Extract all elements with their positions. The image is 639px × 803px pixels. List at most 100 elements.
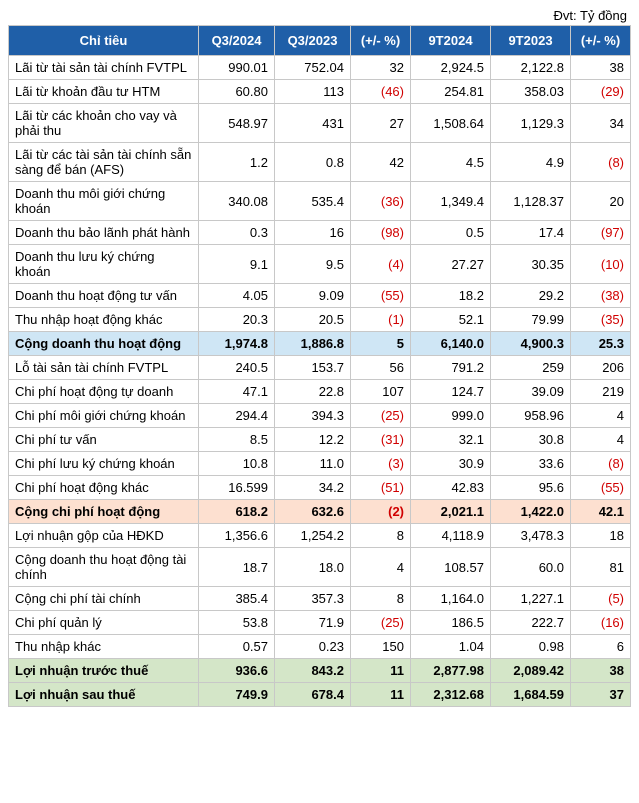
cell-value: (46) [351,80,411,104]
cell-value: 53.8 [199,611,275,635]
cell-value: 71.9 [275,611,351,635]
cell-value: (4) [351,245,411,284]
table-row: Thu nhập hoạt động khác20.320.5(1)52.179… [9,308,631,332]
cell-value: 0.23 [275,635,351,659]
cell-value: 1,508.64 [411,104,491,143]
table-row: Cộng doanh thu hoạt động1,974.81,886.856… [9,332,631,356]
table-row: Cộng doanh thu hoạt động tài chính18.718… [9,548,631,587]
cell-value: 0.8 [275,143,351,182]
table-row: Lỗ tài sản tài chính FVTPL240.5153.75679… [9,356,631,380]
cell-value: 42.83 [411,476,491,500]
cell-value: 5 [351,332,411,356]
cell-value: 749.9 [199,683,275,707]
row-label: Lãi từ các khoản cho vay và phải thu [9,104,199,143]
row-label: Doanh thu lưu ký chứng khoán [9,245,199,284]
cell-value: 42 [351,143,411,182]
cell-value: 1,128.37 [491,182,571,221]
cell-value: 752.04 [275,56,351,80]
cell-value: 1,227.1 [491,587,571,611]
cell-value: 17.4 [491,221,571,245]
cell-value: 999.0 [411,404,491,428]
cell-value: (2) [351,500,411,524]
row-label: Doanh thu môi giới chứng khoán [9,182,199,221]
cell-value: 1,349.4 [411,182,491,221]
cell-value: 34 [571,104,631,143]
cell-value: (97) [571,221,631,245]
cell-value: 9.09 [275,284,351,308]
table-row: Chi phí hoạt động tự doanh47.122.8107124… [9,380,631,404]
header-row: Chỉ tiêu Q3/2024 Q3/2023 (+/- %) 9T2024 … [9,26,631,56]
cell-value: 33.6 [491,452,571,476]
cell-value: 22.8 [275,380,351,404]
cell-value: 0.3 [199,221,275,245]
cell-value: 843.2 [275,659,351,683]
cell-value: 936.6 [199,659,275,683]
cell-value: 4 [571,404,631,428]
table-row: Cộng chi phí hoạt động618.2632.6(2)2,021… [9,500,631,524]
cell-value: 791.2 [411,356,491,380]
cell-value: 11 [351,659,411,683]
cell-value: 222.7 [491,611,571,635]
cell-value: 358.03 [491,80,571,104]
table-row: Lợi nhuận trước thuế936.6843.2112,877.98… [9,659,631,683]
table-row: Chi phí quản lý53.871.9(25)186.5222.7(16… [9,611,631,635]
cell-value: (25) [351,404,411,428]
cell-value: (8) [571,452,631,476]
col-header: (+/- %) [571,26,631,56]
cell-value: 27 [351,104,411,143]
table-row: Lãi từ các khoản cho vay và phải thu548.… [9,104,631,143]
cell-value: (3) [351,452,411,476]
cell-value: 1.2 [199,143,275,182]
cell-value: 254.81 [411,80,491,104]
cell-value: 20.3 [199,308,275,332]
row-label: Lãi từ tài sản tài chính FVTPL [9,56,199,80]
cell-value: 219 [571,380,631,404]
col-header: Chỉ tiêu [9,26,199,56]
cell-value: 548.97 [199,104,275,143]
row-label: Doanh thu bảo lãnh phát hành [9,221,199,245]
cell-value: 20 [571,182,631,221]
cell-value: 107 [351,380,411,404]
cell-value: 37 [571,683,631,707]
cell-value: 1,684.59 [491,683,571,707]
cell-value: (16) [571,611,631,635]
cell-value: (5) [571,587,631,611]
cell-value: 30.9 [411,452,491,476]
row-label: Chi phí lưu ký chứng khoán [9,452,199,476]
cell-value: 1,129.3 [491,104,571,143]
row-label: Lãi từ khoản đầu tư HTM [9,80,199,104]
table-row: Doanh thu môi giới chứng khoán340.08535.… [9,182,631,221]
row-label: Thu nhập khác [9,635,199,659]
col-header: Q3/2024 [199,26,275,56]
cell-value: 60.80 [199,80,275,104]
cell-value: 678.4 [275,683,351,707]
cell-value: 206 [571,356,631,380]
cell-value: 113 [275,80,351,104]
table-row: Doanh thu hoạt động tư vấn4.059.09(55)18… [9,284,631,308]
row-label: Cộng chi phí tài chính [9,587,199,611]
cell-value: 4.5 [411,143,491,182]
table-row: Lợi nhuận sau thuế749.9678.4112,312.681,… [9,683,631,707]
cell-value: 9.1 [199,245,275,284]
table-head: Chỉ tiêu Q3/2024 Q3/2023 (+/- %) 9T2024 … [9,26,631,56]
cell-value: (8) [571,143,631,182]
cell-value: (29) [571,80,631,104]
cell-value: 0.57 [199,635,275,659]
cell-value: 1,422.0 [491,500,571,524]
row-label: Chi phí tư vấn [9,428,199,452]
cell-value: 4,900.3 [491,332,571,356]
cell-value: 39.09 [491,380,571,404]
cell-value: 38 [571,659,631,683]
cell-value: 60.0 [491,548,571,587]
table-row: Chi phí hoạt động khác16.59934.2(51)42.8… [9,476,631,500]
cell-value: 340.08 [199,182,275,221]
table-row: Doanh thu lưu ký chứng khoán9.19.5(4)27.… [9,245,631,284]
financial-table: Chỉ tiêu Q3/2024 Q3/2023 (+/- %) 9T2024 … [8,25,631,707]
row-label: Cộng doanh thu hoạt động tài chính [9,548,199,587]
row-label: Chi phí hoạt động tự doanh [9,380,199,404]
cell-value: (10) [571,245,631,284]
cell-value: 9.5 [275,245,351,284]
cell-value: 1,886.8 [275,332,351,356]
row-label: Lỗ tài sản tài chính FVTPL [9,356,199,380]
row-label: Cộng doanh thu hoạt động [9,332,199,356]
